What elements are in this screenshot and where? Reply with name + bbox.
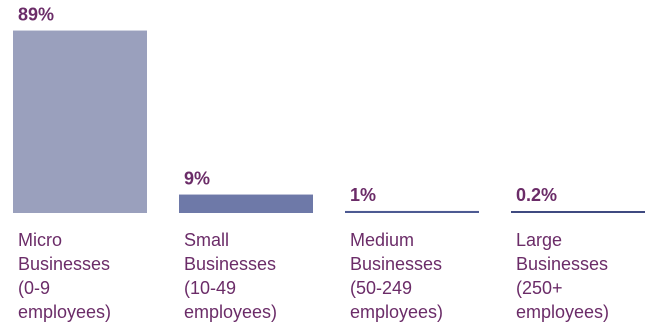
bar-medium	[345, 210, 479, 213]
value-label-micro: 89%	[18, 5, 54, 25]
value-label-medium: 1%	[350, 185, 376, 205]
value-label-small: 9%	[184, 169, 210, 189]
category-label-large: Large Businesses (250+ employees)	[516, 230, 610, 322]
category-label-medium: Medium Businesses (50-249 employees)	[350, 230, 444, 322]
bar-large	[511, 211, 645, 213]
bar-small	[179, 194, 313, 213]
bar-micro	[13, 30, 147, 213]
category-label-micro: Micro Businesses (0-9 employees)	[18, 230, 112, 322]
value-label-large: 0.2%	[516, 185, 557, 205]
category-label-small: Small Businesses (10-49 employees)	[184, 230, 278, 322]
